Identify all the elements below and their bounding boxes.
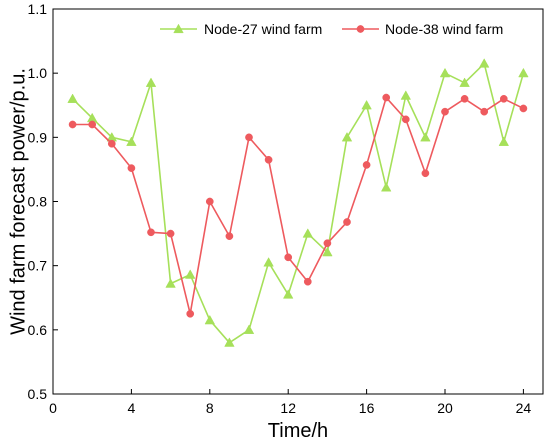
- data-point: [282, 289, 294, 299]
- data-point: [362, 161, 371, 169]
- data-point: [88, 120, 97, 129]
- legend-label: Node-38 wind farm: [385, 21, 503, 37]
- data-point: [480, 107, 489, 116]
- y-tick-label: 1.1: [28, 1, 48, 17]
- plot-area-border: [52, 8, 544, 395]
- data-point: [107, 139, 116, 148]
- series-layer: [67, 58, 529, 347]
- data-point: [519, 104, 528, 113]
- axis-ticks: 0 4 8 12 16 20 24 0.5 0.6 0.7 0.8 0.9 1.0 1.1: [28, 1, 532, 416]
- legend: Node-27 wind farm Node-38 wind farm: [160, 21, 503, 37]
- y-tick-label: 0.9: [28, 129, 48, 145]
- data-point: [401, 115, 410, 124]
- y-axis-title: Wind farm forecast power/p.u.: [7, 68, 29, 335]
- data-point: [322, 246, 333, 257]
- data-point: [382, 93, 391, 102]
- data-point: [361, 99, 372, 110]
- data-point: [243, 324, 255, 334]
- data-point: [186, 309, 195, 318]
- data-point: [498, 136, 510, 146]
- data-point: [441, 107, 449, 116]
- legend-item: Node-27 wind farm: [160, 21, 322, 37]
- data-point: [224, 337, 235, 347]
- x-tick-label: 4: [128, 400, 136, 416]
- data-point: [204, 314, 216, 325]
- x-tick-label: 16: [359, 400, 375, 416]
- data-point: [166, 229, 175, 238]
- x-tick-label: 0: [49, 400, 57, 416]
- legend-label: Node-27 wind farm: [204, 21, 322, 37]
- data-point: [400, 90, 412, 100]
- data-point: [145, 77, 157, 87]
- data-point: [460, 94, 469, 103]
- y-tick-label: 0.5: [28, 386, 48, 402]
- data-point: [147, 228, 155, 237]
- y-tick-label: 0.7: [28, 258, 48, 274]
- data-point: [165, 278, 176, 288]
- legend-marker: [173, 23, 184, 34]
- x-tick-label: 20: [437, 400, 453, 416]
- data-point: [263, 257, 274, 267]
- data-point: [459, 77, 470, 87]
- data-point: [380, 182, 392, 192]
- legend-item: Node-38 wind farm: [342, 21, 503, 37]
- data-point: [303, 277, 312, 286]
- data-point: [302, 228, 314, 238]
- y-tick-label: 0.8: [28, 194, 48, 210]
- data-point: [245, 133, 253, 142]
- data-point: [67, 93, 78, 103]
- y-tick-label: 0.6: [28, 322, 48, 338]
- data-point: [439, 67, 451, 78]
- data-point: [205, 197, 214, 206]
- data-point: [126, 136, 137, 146]
- series-line: [72, 96, 524, 315]
- data-point: [225, 232, 234, 240]
- data-point: [343, 218, 351, 226]
- series-1: [67, 58, 529, 347]
- data-point: [284, 253, 293, 262]
- data-point: [421, 169, 430, 178]
- data-point: [323, 239, 332, 248]
- data-point: [127, 164, 136, 172]
- data-point: [68, 120, 77, 129]
- x-axis-title: Time/h: [268, 420, 328, 442]
- data-point: [518, 67, 529, 78]
- data-point: [264, 155, 273, 164]
- y-tick-label: 1.0: [28, 65, 48, 81]
- x-tick-label: 24: [516, 400, 532, 416]
- data-point: [420, 132, 431, 142]
- series-2: [68, 93, 528, 318]
- x-tick-label: 8: [206, 400, 214, 416]
- data-point: [478, 58, 490, 68]
- plot-frame: [52, 8, 544, 395]
- data-point: [184, 269, 196, 279]
- data-point: [341, 132, 353, 142]
- legend-marker: [356, 25, 365, 33]
- x-tick-label: 12: [280, 400, 296, 416]
- data-point: [499, 94, 508, 103]
